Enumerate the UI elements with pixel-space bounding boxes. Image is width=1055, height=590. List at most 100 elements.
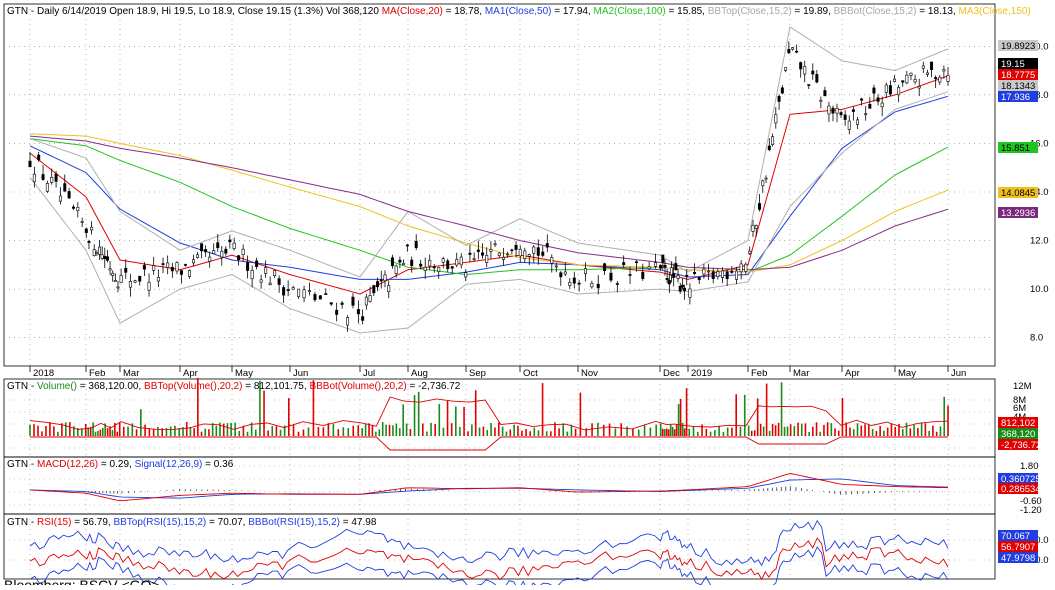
candle-body (368, 295, 372, 302)
volume-bar (683, 428, 686, 436)
candle-body (905, 74, 909, 84)
header-part: GTN - (7, 459, 37, 470)
volume-bar (928, 430, 930, 436)
volume-bar (368, 423, 370, 436)
candle-body (282, 287, 286, 296)
volume-panel-header: GTN - Volume() = 368,120.00, BBTop(Volum… (7, 381, 461, 392)
candle-body (536, 247, 540, 256)
candle-body (100, 254, 104, 259)
volume-bar (297, 431, 300, 436)
volume-bar (371, 425, 374, 436)
candle-body (32, 173, 36, 183)
candle-body (615, 283, 619, 285)
price-plot[interactable] (28, 26, 950, 334)
candle-body (175, 262, 179, 272)
volume-bar (679, 398, 682, 436)
volume-bar (131, 423, 134, 436)
volume-bar (312, 380, 315, 436)
candle-body (103, 256, 107, 259)
volume-bar (463, 406, 465, 436)
volume-bar (73, 426, 75, 436)
candle-body (872, 87, 876, 94)
header-part: MA2(Close,100) (594, 6, 666, 17)
volume-bar (947, 405, 949, 436)
candle-body (674, 263, 678, 271)
candle-body (851, 109, 855, 112)
price-y-axis: 20.0 18.0 16.0 14.0 12.0 10.0 8.0 (1030, 41, 1049, 343)
candle-body (827, 105, 831, 115)
volume-bar (364, 424, 367, 436)
volume-bar (200, 431, 203, 436)
candle-body (152, 265, 156, 271)
footer-text: Bloomberg: BSCV <GO> (4, 577, 160, 585)
header-part: = 17.94, (552, 6, 594, 17)
macd-y-tick-label: 1.80 (1020, 461, 1039, 472)
volume-bar (402, 404, 404, 436)
volume-bar (45, 425, 47, 436)
candle-body (807, 84, 811, 86)
volume-bar (459, 426, 461, 436)
candle-body (603, 263, 607, 271)
volume-bar (29, 424, 31, 436)
candle-body (596, 283, 600, 289)
volume-bar (101, 427, 104, 436)
volume-bar (292, 424, 295, 436)
volume-bar (99, 429, 102, 436)
price-tag-box (998, 207, 1038, 218)
volume-bar (696, 431, 699, 436)
candle-body (268, 282, 272, 285)
volume-bar (104, 423, 107, 436)
candle-body (917, 86, 921, 89)
volume-bar (450, 423, 453, 436)
volume-bar (337, 429, 340, 436)
volume-bar (76, 428, 79, 436)
candle-body (641, 272, 645, 279)
volume-bar (106, 428, 109, 436)
price-y-tick-label: 8.0 (1030, 333, 1043, 344)
candle-body (946, 75, 950, 82)
volume-bar (430, 422, 432, 436)
header-part: = 18.13, (917, 6, 959, 17)
candle-body (394, 265, 398, 274)
volume-bar (550, 431, 552, 436)
price-tag-label: 19.15 (1001, 59, 1025, 70)
volume-bar (886, 427, 889, 436)
candle-body (688, 288, 692, 298)
candle-body (450, 266, 454, 269)
candle-body (372, 285, 376, 294)
volume-bar (774, 425, 777, 436)
volume-plot[interactable] (29, 377, 949, 451)
candle-body (84, 228, 88, 234)
candle-body (313, 294, 317, 301)
price-tag-box (998, 187, 1038, 198)
volume-bar (287, 398, 290, 436)
candle-body (628, 274, 632, 276)
candle-body (672, 273, 676, 278)
candle-body (921, 65, 925, 69)
candle-body (888, 85, 892, 95)
volume-bar (118, 422, 121, 436)
volume-bar (602, 424, 605, 436)
volume-bar (901, 429, 904, 436)
price-tag-box (998, 91, 1038, 102)
volume-bar (750, 430, 753, 436)
header-part: = -2,736.72 (407, 381, 461, 392)
candle-body (739, 263, 743, 273)
volume-bar (189, 427, 192, 436)
series-line-ma3-close-150- (29, 133, 949, 273)
volume-bar (718, 426, 720, 436)
candle-body (237, 255, 241, 260)
volume-bar (197, 377, 199, 436)
volume-bar (673, 429, 676, 436)
macd-plot[interactable] (29, 473, 949, 502)
volume-bar (943, 396, 946, 436)
volume-bar (541, 383, 544, 436)
candle-body (751, 224, 755, 232)
volume-bar (388, 424, 391, 436)
volume-bar (777, 422, 780, 436)
volume-bar (920, 422, 923, 436)
volume-bar (226, 423, 229, 436)
price-y-tick-label: 12.0 (1030, 236, 1049, 247)
volume-bar (768, 430, 771, 436)
